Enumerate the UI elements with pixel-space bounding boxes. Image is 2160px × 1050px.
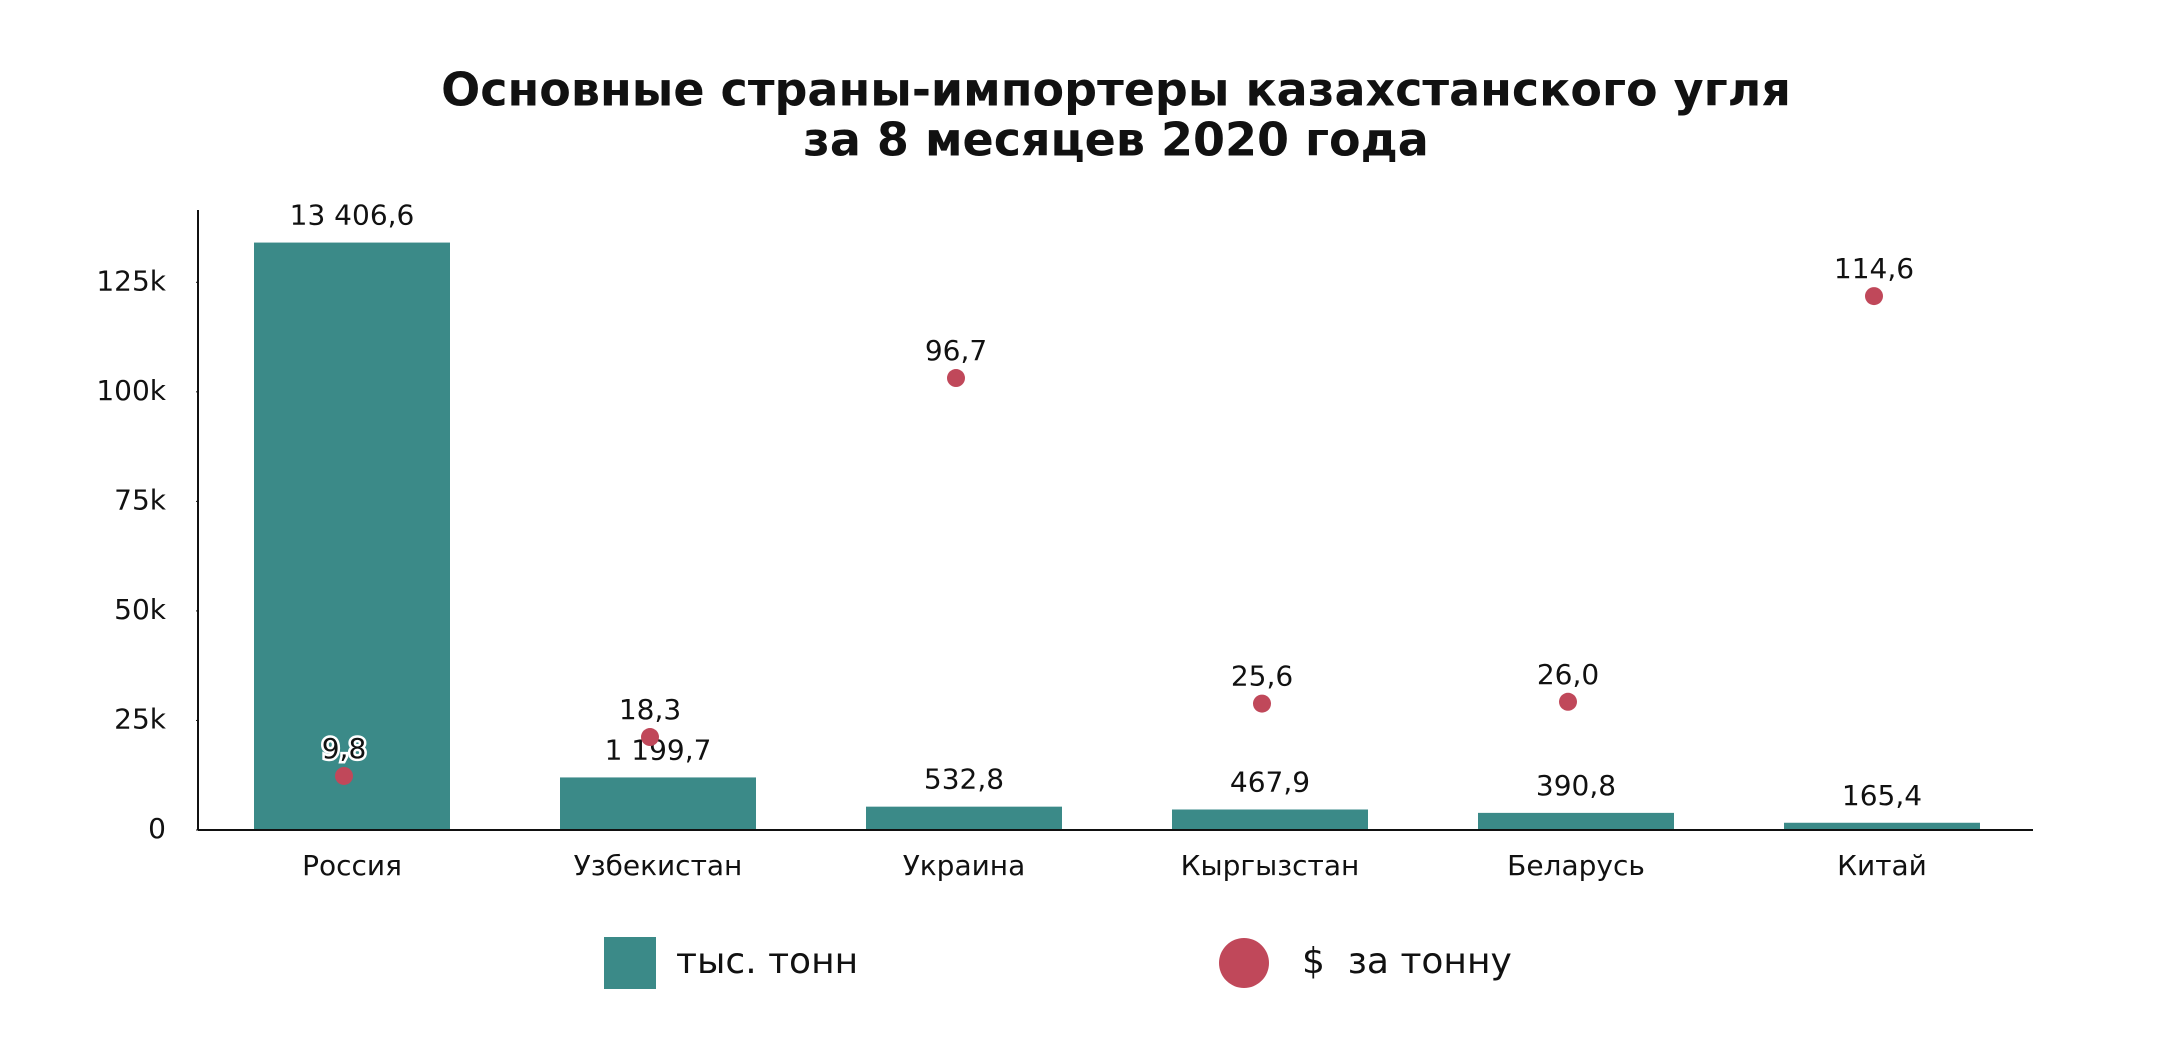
x-tick-label: Украина [903, 849, 1026, 882]
chart-title: за 8 месяцев 2020 года [803, 113, 1429, 167]
bar [560, 777, 756, 830]
y-tick-label: 100k [96, 374, 166, 407]
x-tick-label: Узбекистан [574, 849, 743, 882]
legend-label: тыс. тонн [676, 941, 858, 982]
y-tick-label: 50k [114, 593, 167, 626]
x-tick-label: Россия [302, 849, 402, 882]
dot-value-label: 26,0 [1537, 658, 1599, 691]
dot-value-label: 25,6 [1231, 660, 1293, 693]
chart-title: Основные страны-импортеры казахстанского… [441, 63, 1791, 117]
y-tick-label: 0 [148, 812, 166, 845]
bar [254, 242, 450, 830]
bar-value-label: 165,4 [1842, 779, 1922, 812]
dot-value-label: 18,3 [619, 693, 681, 726]
dot [1559, 692, 1577, 711]
bar [866, 806, 1062, 830]
bar [1478, 812, 1674, 830]
x-tick-label: Китай [1837, 849, 1927, 882]
dot [947, 369, 965, 388]
x-tick-label: Кыргызстан [1181, 849, 1360, 882]
dot-value-label: 9,8 [322, 732, 367, 765]
bar-value-label: 390,8 [1536, 769, 1616, 802]
legend-swatch [604, 937, 656, 989]
legend-label: $ за тонну [1302, 941, 1512, 982]
dot [1865, 287, 1883, 306]
bar-value-label: 467,9 [1230, 765, 1310, 798]
dot-value-label: 96,7 [925, 334, 987, 367]
dot [335, 766, 353, 785]
bar-value-label: 13 406,6 [290, 199, 415, 232]
bar-value-label: 532,8 [924, 763, 1004, 796]
bar [1784, 822, 1980, 830]
x-tick-label: Беларусь [1507, 849, 1645, 882]
legend-swatch [1219, 938, 1269, 988]
dot [1253, 694, 1271, 713]
y-tick-label: 75k [114, 483, 167, 516]
dot-value-label: 114,6 [1834, 252, 1914, 285]
y-tick-label: 25k [114, 702, 167, 735]
y-tick-label: 125k [96, 264, 166, 297]
dot [641, 728, 659, 747]
bar [1172, 809, 1368, 830]
